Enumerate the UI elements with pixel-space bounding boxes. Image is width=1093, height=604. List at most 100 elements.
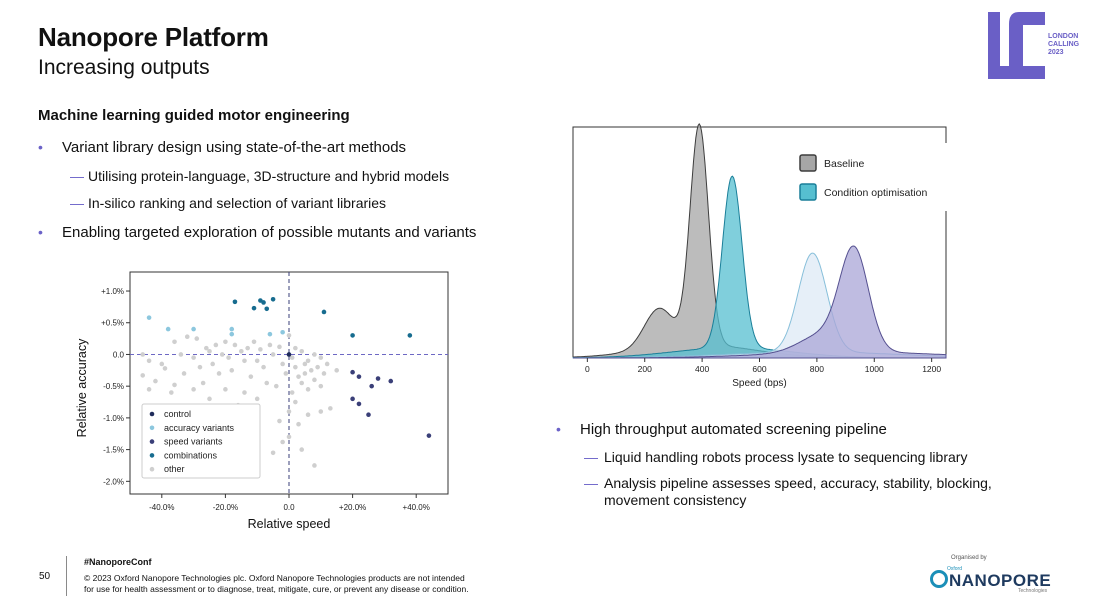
data-point-other [293, 364, 298, 370]
legend-marker [149, 439, 155, 444]
density-chart: 0 200 400 600 800 1000 1200 Speed (bps) Baseline… [572, 123, 958, 389]
data-point-other [264, 380, 270, 386]
legend-swatch [799, 183, 817, 201]
left-bullet-1: • Variant library design using state-of-… [38, 139, 406, 156]
legend-box [141, 403, 261, 479]
bullet-dot: • [38, 224, 43, 240]
x-tick-label: 1200 [922, 364, 941, 374]
data-point-other [200, 380, 206, 386]
data-point-other [140, 373, 146, 378]
right-sub-2-line-1: Analysis pipeline assesses speed, accura… [604, 475, 992, 491]
data-point-other [153, 378, 158, 384]
data-point-other [210, 361, 215, 367]
left-sub-2: — In-silico ranking and selection of var… [70, 195, 386, 211]
logo-line-2: CALLING [1048, 41, 1080, 48]
left-sub-1-text: Utilising protein-language, 3D-structure… [88, 168, 450, 184]
data-point-other [277, 418, 282, 424]
y-tick-label: -0.5% [103, 382, 124, 391]
legend-marker [149, 425, 155, 431]
data-point-other [289, 355, 295, 360]
data-point-other [216, 371, 222, 376]
data-point-combinations [261, 300, 266, 305]
data-point-other [223, 339, 228, 345]
data-point-other [229, 368, 235, 373]
data-point-other [219, 352, 225, 357]
data-point-other [312, 463, 317, 468]
legend-marker [149, 453, 155, 458]
data-point-other [283, 371, 289, 376]
hashtag: #NanoporeConf [84, 557, 152, 567]
left-sub-2-text: In-silico ranking and selection of varia… [88, 195, 387, 211]
data-point-other [334, 368, 340, 373]
data-point-accuracy-variants [191, 326, 196, 332]
legend-label: Baseline [824, 158, 864, 170]
data-point-other [204, 345, 209, 351]
data-point-other [289, 390, 295, 395]
data-point-control [286, 352, 292, 357]
y-tick-label: 0.0 [113, 350, 125, 359]
data-point-other [280, 361, 285, 367]
data-point-other [213, 342, 219, 348]
data-point-combinations [407, 333, 413, 338]
data-point-speed-variants [356, 374, 362, 379]
data-point-other [280, 439, 285, 445]
y-axis-label: Relative accuracy [75, 338, 89, 437]
data-point-other [197, 364, 203, 370]
logo-letter-c [1009, 12, 1045, 79]
data-point-combinations [251, 305, 257, 311]
data-point-other [286, 409, 292, 414]
slide-title: Nanopore Platform [38, 22, 269, 52]
data-point-speed-variants [426, 433, 432, 438]
x-tick-label: 600 [752, 364, 766, 374]
copyright-notice: © 2023 Oxford Nanopore Technologies plc.… [84, 573, 534, 595]
data-point-other [267, 342, 273, 348]
data-point-combinations [350, 333, 355, 338]
data-point-other [207, 396, 212, 402]
data-point-accuracy-variants [267, 331, 273, 337]
data-point-other [299, 447, 305, 452]
data-point-accuracy-variants [146, 315, 152, 320]
left-bullet-1-text: Variant library design using state-of-th… [62, 139, 407, 156]
x-axis-label: Speed (bps) [732, 378, 786, 389]
logo-line-3: 2023 [1048, 49, 1064, 56]
data-point-other [299, 348, 305, 354]
right-sub-2-line-2: movement consistency [604, 492, 747, 508]
data-point-other [305, 412, 311, 418]
footer-divider [66, 556, 67, 596]
legend-swatch [799, 154, 817, 172]
data-point-speed-variants [350, 369, 355, 375]
legend-label: accuracy variants [164, 423, 235, 433]
data-point-other [305, 387, 311, 392]
dash: — [584, 449, 598, 465]
data-point-other [254, 358, 260, 364]
right-sub-2-text: Analysis pipeline assesses speed, accura… [604, 475, 992, 509]
data-point-other [312, 377, 317, 383]
data-point-other [239, 348, 244, 354]
legend-label: combinations [164, 450, 218, 460]
data-point-other [162, 366, 168, 371]
data-point-other [302, 371, 308, 376]
y-tick-label: +0.5% [101, 319, 124, 328]
legend-label: Condition optimisation [824, 187, 927, 199]
right-sub-2: — Analysis pipeline assesses speed, accu… [584, 475, 992, 509]
logo-line-1: LONDON [1048, 33, 1079, 40]
data-point-accuracy-variants [280, 329, 285, 335]
left-bullet-2-text: Enabling targeted exploration of possibl… [62, 224, 477, 241]
data-point-other [191, 387, 196, 392]
org-small-text: Oxford [947, 566, 963, 572]
data-point-other [184, 334, 190, 339]
data-point-speed-variants [350, 396, 355, 402]
section-title: Machine learning guided motor engineerin… [38, 107, 350, 124]
data-point-other [318, 355, 324, 360]
x-tick-label: -40.0% [149, 503, 174, 512]
bullet-dot: • [556, 421, 561, 437]
copyright-line-1: © 2023 Oxford Nanopore Technologies plc.… [84, 573, 465, 583]
data-point-other [232, 342, 238, 348]
x-tick-label: 400 [695, 364, 709, 374]
data-point-other [318, 383, 324, 389]
data-point-other [194, 336, 200, 341]
x-tick-label: +40.0% [403, 503, 430, 512]
data-point-other [223, 387, 228, 392]
left-bullet-2: • Enabling targeted exploration of possi… [38, 224, 476, 241]
legend-label: speed variants [164, 437, 223, 447]
